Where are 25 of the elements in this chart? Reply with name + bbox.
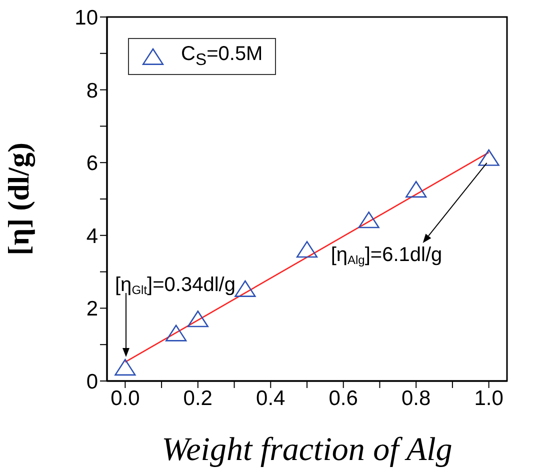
point xyxy=(166,324,187,342)
x-tick-label: 0.6 xyxy=(328,386,358,410)
y-tick-label: 2 xyxy=(86,298,98,321)
x-tick-label: 1.0 xyxy=(474,386,504,410)
point xyxy=(406,180,427,198)
point xyxy=(187,310,208,328)
point xyxy=(296,241,318,258)
x-tick-label: 0.4 xyxy=(256,386,286,410)
point xyxy=(358,212,380,228)
y-axis-title: [η] (dl/g) xyxy=(2,142,36,256)
legend-label: C$_{S}$=0.5M xyxy=(181,43,263,70)
y-tick-label: 6 xyxy=(86,152,98,176)
y-tick-label: 10 xyxy=(74,6,98,30)
y-tick-label: 8 xyxy=(86,79,98,102)
x-tick-label: 0.8 xyxy=(401,386,431,410)
y-tick-label: 4 xyxy=(86,224,98,248)
y-tick-label: 0 xyxy=(86,370,98,394)
annotation: [η$_{Glt}$]=0.34dl/g xyxy=(115,274,236,297)
point xyxy=(478,149,500,166)
point xyxy=(234,280,256,297)
annotation: [η$_{Alg}$]=6.1dl/g xyxy=(330,244,442,267)
point xyxy=(114,358,136,376)
x-tick-label: 0.2 xyxy=(183,386,213,410)
x-tick-label: 0.0 xyxy=(110,386,140,410)
x-axis-title: Weight fraction of Alg xyxy=(162,432,452,468)
